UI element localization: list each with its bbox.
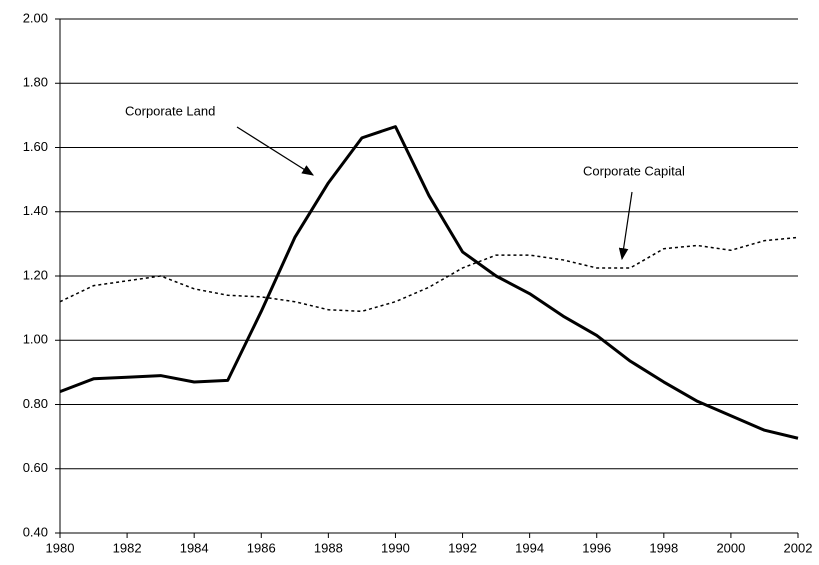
x-tick-label: 2000 — [716, 540, 745, 555]
x-tick-label: 1990 — [381, 540, 410, 555]
annotation: Corporate Land — [125, 103, 215, 118]
x-tick-label: 1988 — [314, 540, 343, 555]
series-line — [59, 236, 799, 313]
x-tick-label: 1994 — [515, 540, 544, 555]
annotation-arrow — [236, 126, 315, 176]
y-tick-label: 1.00 — [23, 332, 48, 347]
x-tick-label: 1992 — [448, 540, 477, 555]
series-line — [59, 125, 799, 440]
x-tick-label: 1996 — [582, 540, 611, 555]
y-tick-label: 0.40 — [23, 524, 48, 539]
x-tick-label: 2002 — [784, 540, 813, 555]
y-tick-label: 1.60 — [23, 139, 48, 154]
x-tick-label: 1980 — [46, 540, 75, 555]
y-tick-label: 0.60 — [23, 460, 48, 475]
y-tick-label: 1.20 — [23, 267, 48, 282]
x-tick-label: 1986 — [247, 540, 276, 555]
x-tick-label: 1984 — [180, 540, 209, 555]
x-tick-label: 1982 — [113, 540, 142, 555]
y-tick-label: 1.80 — [23, 75, 48, 90]
annotation-arrow — [618, 191, 633, 261]
y-tick-label: 0.80 — [23, 396, 48, 411]
y-tick-label: 1.40 — [23, 203, 48, 218]
x-tick-label: 1998 — [649, 540, 678, 555]
annotation: Corporate Capital — [583, 163, 685, 178]
y-tick-label: 2.00 — [23, 10, 48, 25]
